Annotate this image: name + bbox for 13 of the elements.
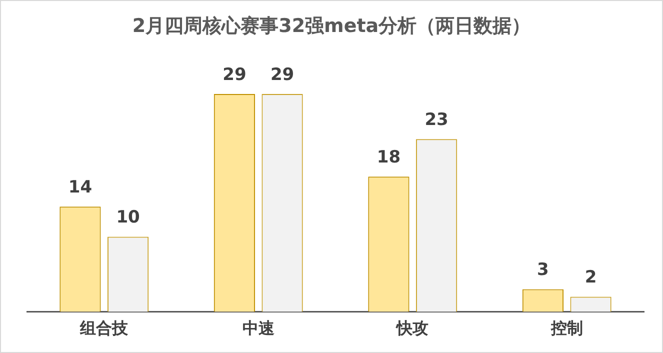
data-label: 23: [424, 110, 448, 130]
data-label: 10: [116, 208, 140, 228]
x-tick-label: 控制: [550, 318, 583, 338]
x-tick-label: 中速: [242, 318, 276, 338]
data-label: 29: [222, 64, 246, 85]
data-label: 14: [68, 178, 92, 198]
data-label: 29: [270, 64, 294, 85]
data-label: 18: [376, 148, 401, 168]
chart-title: 2月四周核心赛事32强meta分析（两日数据）: [131, 14, 532, 39]
x-tick-label: 快攻: [396, 318, 429, 338]
data-label: 3: [537, 260, 549, 280]
data-label: 2: [584, 268, 597, 288]
x-tick-label: 组合技: [79, 318, 130, 338]
